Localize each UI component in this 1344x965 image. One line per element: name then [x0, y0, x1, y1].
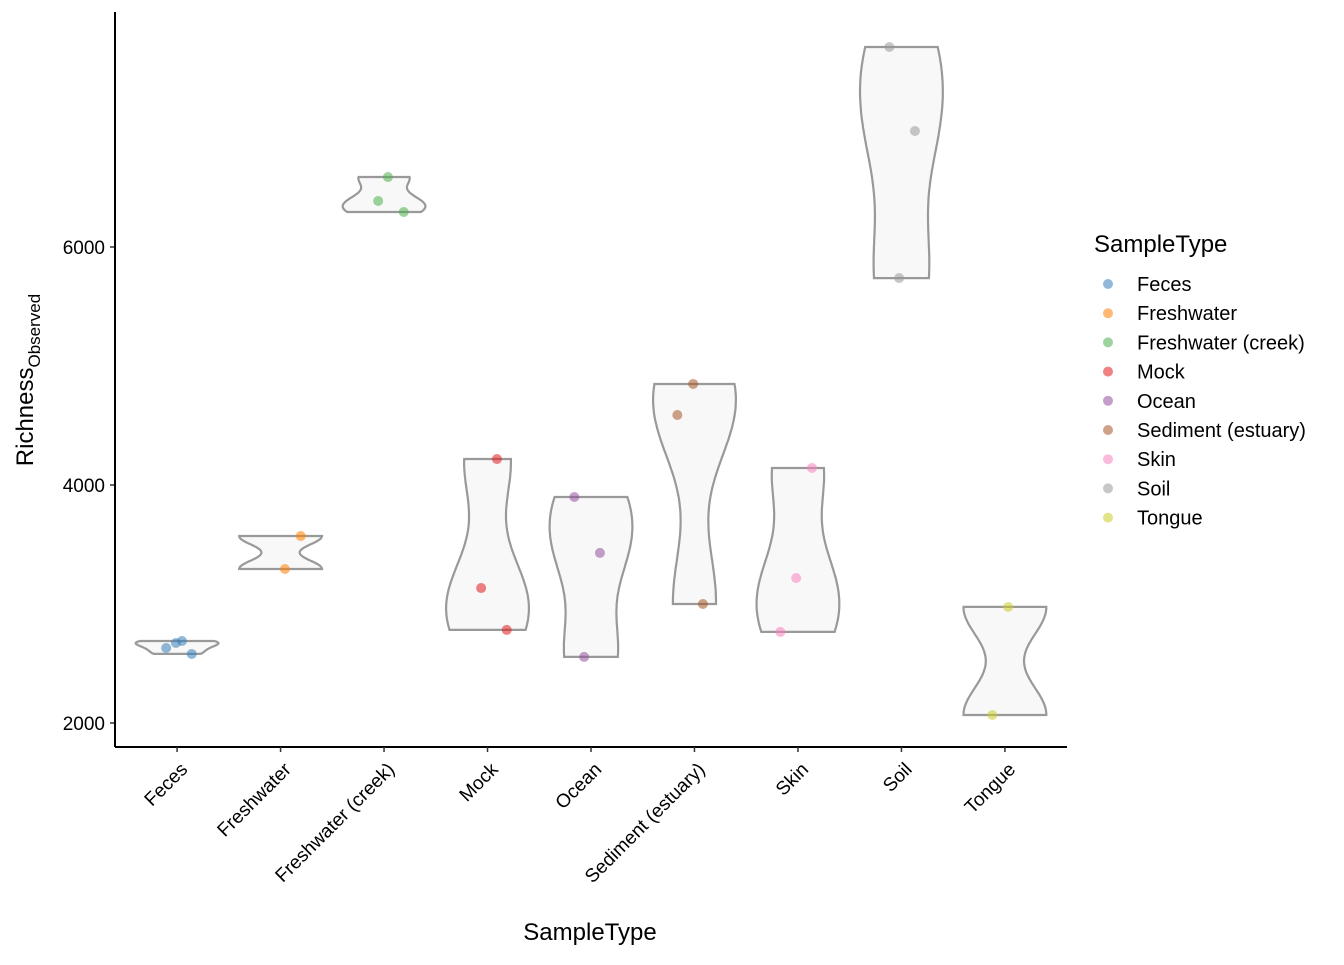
legend-marker: [1103, 366, 1113, 377]
violin: [341, 175, 427, 214]
data-point: [987, 709, 998, 720]
x-tick-label: Soil: [879, 759, 916, 796]
y-tick-label: 2000: [63, 714, 105, 735]
data-point: [476, 583, 487, 594]
data-point: [775, 626, 786, 637]
violin: [548, 495, 634, 658]
legend-marker: [1103, 337, 1113, 348]
legend-label: Feces: [1137, 274, 1191, 296]
legend-marker: [1103, 454, 1113, 465]
data-point: [579, 651, 590, 662]
legend-label: Sediment (estuary): [1137, 420, 1306, 442]
data-point: [806, 462, 817, 473]
violin: [755, 466, 841, 633]
x-tick-label: Ocean: [552, 759, 606, 813]
data-point: [186, 648, 197, 659]
data-point: [170, 638, 181, 649]
legend-marker: [1103, 425, 1113, 435]
y-axis-title-sub: Observed: [25, 294, 44, 368]
legend-label: Ocean: [1137, 391, 1196, 413]
data-point: [884, 41, 895, 52]
x-tick-label: Tongue: [961, 759, 1020, 818]
violin: [238, 534, 324, 571]
y-tick-label: 4000: [63, 476, 105, 497]
legend-label: Freshwater (creek): [1137, 332, 1305, 354]
data-point: [688, 378, 699, 389]
data-point: [1003, 601, 1014, 612]
y-axis-title: RichnessObserved: [12, 294, 44, 466]
legend-marker: [1103, 308, 1113, 319]
data-point: [398, 207, 409, 218]
x-tick-label: Skin: [772, 759, 813, 800]
y-axis-title-main: Richness: [12, 367, 39, 466]
legend-marker: [1103, 279, 1113, 289]
data-point: [672, 410, 683, 421]
data-point: [295, 531, 306, 542]
legend-marker: [1103, 395, 1113, 406]
x-axis-title: SampleType: [523, 919, 656, 946]
violin: [962, 605, 1048, 717]
legend-label: Soil: [1137, 478, 1170, 500]
data-point: [909, 125, 920, 136]
x-tick-label: Mock: [456, 759, 503, 806]
legend-marker: [1103, 483, 1113, 494]
legend-marker: [1103, 512, 1113, 523]
x-tick-label: Feces: [141, 759, 192, 810]
violin: [445, 457, 530, 631]
legend-title: SampleType: [1094, 231, 1227, 258]
x-tick-label: Freshwater: [214, 759, 297, 842]
legend-label: Freshwater: [1137, 303, 1237, 325]
data-point: [697, 598, 708, 609]
data-point: [161, 643, 172, 654]
y-tick-label: 6000: [63, 238, 105, 259]
violin: [652, 382, 738, 606]
data-point: [594, 547, 605, 558]
data-point: [569, 492, 580, 503]
data-point: [791, 573, 802, 584]
violin: [858, 45, 944, 280]
data-point: [279, 563, 290, 574]
data-point: [382, 172, 393, 183]
data-point: [491, 454, 502, 465]
data-point: [894, 273, 905, 284]
legend-label: Skin: [1137, 449, 1176, 471]
legend-label: Mock: [1137, 362, 1186, 384]
data-point: [501, 624, 512, 635]
data-point: [373, 195, 384, 206]
legend-label: Tongue: [1137, 508, 1203, 530]
